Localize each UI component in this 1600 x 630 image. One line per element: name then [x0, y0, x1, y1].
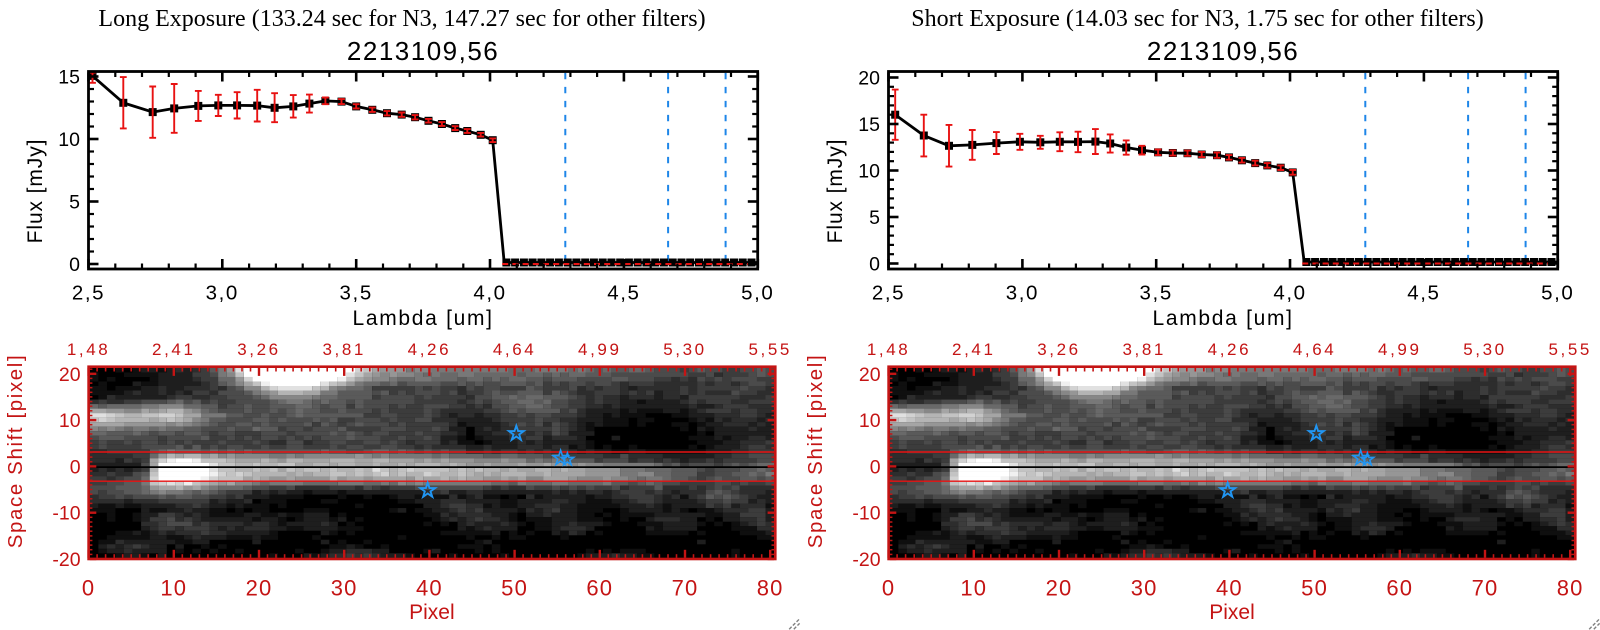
svg-text:5,0: 5,0	[741, 282, 774, 305]
svg-text:5: 5	[869, 207, 880, 229]
svg-text:3,81: 3,81	[1122, 340, 1166, 359]
svg-text:4,0: 4,0	[1273, 282, 1306, 305]
svg-text:4,26: 4,26	[408, 340, 452, 359]
svg-text:2213109,56: 2213109,56	[347, 36, 499, 66]
svg-text:0: 0	[70, 456, 81, 478]
svg-text:80: 80	[1557, 576, 1584, 601]
svg-text:3,5: 3,5	[340, 282, 373, 305]
svg-text:5: 5	[69, 191, 80, 213]
svg-text:-10: -10	[852, 503, 880, 525]
svg-text:2,5: 2,5	[72, 282, 105, 305]
svg-text:0: 0	[869, 253, 880, 275]
svg-text:Pixel: Pixel	[1209, 601, 1255, 624]
svg-text:10: 10	[858, 160, 880, 182]
svg-text:10: 10	[58, 129, 80, 151]
svg-text:4,0: 4,0	[473, 282, 506, 305]
svg-text:1,48: 1,48	[67, 340, 111, 359]
svg-text:-20: -20	[52, 549, 80, 571]
svg-text:Flux [mJy]: Flux [mJy]	[824, 139, 847, 244]
svg-text:0: 0	[82, 576, 95, 601]
svg-text:3,81: 3,81	[322, 340, 366, 359]
svg-text:10: 10	[160, 576, 187, 601]
svg-text:Lambda [um]: Lambda [um]	[1152, 307, 1293, 330]
svg-text:50: 50	[1301, 576, 1328, 601]
svg-text:70: 70	[1472, 576, 1499, 601]
svg-text:30: 30	[1131, 576, 1158, 601]
svg-text:5,30: 5,30	[1463, 340, 1507, 359]
svg-text:5,55: 5,55	[1548, 340, 1592, 359]
svg-text:Pixel: Pixel	[409, 601, 455, 624]
svg-text:50: 50	[501, 576, 528, 601]
svg-text:0: 0	[882, 576, 895, 601]
svg-text:4,26: 4,26	[1208, 340, 1252, 359]
svg-text:4,99: 4,99	[578, 340, 622, 359]
svg-text:2,5: 2,5	[872, 282, 905, 305]
svg-text:3,26: 3,26	[237, 340, 281, 359]
svg-text:5,55: 5,55	[748, 340, 792, 359]
svg-text:4,64: 4,64	[493, 340, 537, 359]
svg-text:4,99: 4,99	[1378, 340, 1422, 359]
svg-text:60: 60	[586, 576, 613, 601]
svg-text:Space Shift [pixel]: Space Shift [pixel]	[4, 354, 27, 549]
svg-text:15: 15	[858, 114, 880, 136]
svg-text:20: 20	[246, 576, 273, 601]
svg-text:3,0: 3,0	[1006, 282, 1039, 305]
svg-text:Long Exposure (133.24 sec for: Long Exposure (133.24 sec for N3, 147.27…	[98, 6, 705, 32]
svg-text:30: 30	[331, 576, 358, 601]
svg-text:10: 10	[960, 576, 987, 601]
svg-text:10: 10	[859, 410, 881, 432]
svg-text:10: 10	[59, 410, 81, 432]
svg-text:20: 20	[59, 364, 81, 386]
svg-text:2,41: 2,41	[952, 340, 996, 359]
svg-text:0: 0	[69, 254, 80, 276]
svg-text:Space Shift [pixel]: Space Shift [pixel]	[804, 354, 827, 549]
svg-text:2,41: 2,41	[152, 340, 196, 359]
svg-text:2213109,56: 2213109,56	[1147, 36, 1299, 66]
svg-text:-20: -20	[852, 549, 880, 571]
svg-text:70: 70	[672, 576, 699, 601]
svg-text:4,5: 4,5	[1407, 282, 1440, 305]
svg-text:60: 60	[1386, 576, 1413, 601]
svg-text:40: 40	[1216, 576, 1243, 601]
svg-text:20: 20	[859, 364, 881, 386]
svg-text:20: 20	[1046, 576, 1073, 601]
svg-text:5,0: 5,0	[1541, 282, 1574, 305]
svg-text:4,5: 4,5	[607, 282, 640, 305]
svg-text:80: 80	[757, 576, 784, 601]
svg-text:5,30: 5,30	[663, 340, 707, 359]
svg-text:1,48: 1,48	[867, 340, 911, 359]
svg-text:0: 0	[870, 456, 881, 478]
svg-text:4,64: 4,64	[1293, 340, 1337, 359]
svg-text:40: 40	[416, 576, 443, 601]
svg-text:3,26: 3,26	[1037, 340, 1081, 359]
svg-text:3,0: 3,0	[206, 282, 239, 305]
svg-text:Lambda [um]: Lambda [um]	[352, 307, 493, 330]
svg-text:20: 20	[858, 67, 880, 89]
svg-text:Flux [mJy]: Flux [mJy]	[24, 139, 47, 244]
svg-text:Short Exposure (14.03 sec for: Short Exposure (14.03 sec for N3, 1.75 s…	[911, 6, 1484, 32]
svg-text:15: 15	[58, 66, 80, 88]
svg-text:-10: -10	[52, 503, 80, 525]
svg-text:3,5: 3,5	[1140, 282, 1173, 305]
